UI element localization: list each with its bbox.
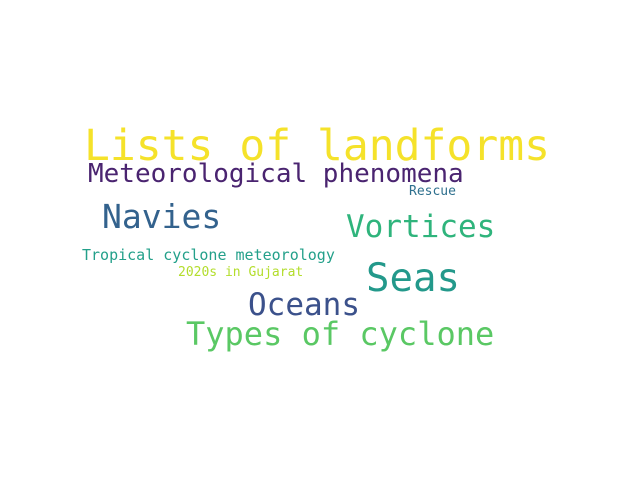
word-vortices: Vortices <box>346 209 496 245</box>
word-oceans: Oceans <box>248 287 360 323</box>
word-tropical-cyclone-meteorology: Tropical cyclone meteorology <box>82 246 335 264</box>
word-2020s-in-gujarat: 2020s in Gujarat <box>178 265 304 280</box>
word-types-of-cyclone: Types of cyclone <box>186 315 495 353</box>
word-navies: Navies <box>102 197 222 236</box>
word-seas: Seas <box>366 256 460 301</box>
word-lists-of-landforms: Lists of landforms <box>84 121 550 171</box>
word-meteorological-phenomena: Meteorological phenomena <box>88 159 464 189</box>
word-rescue: Rescue <box>409 184 456 199</box>
